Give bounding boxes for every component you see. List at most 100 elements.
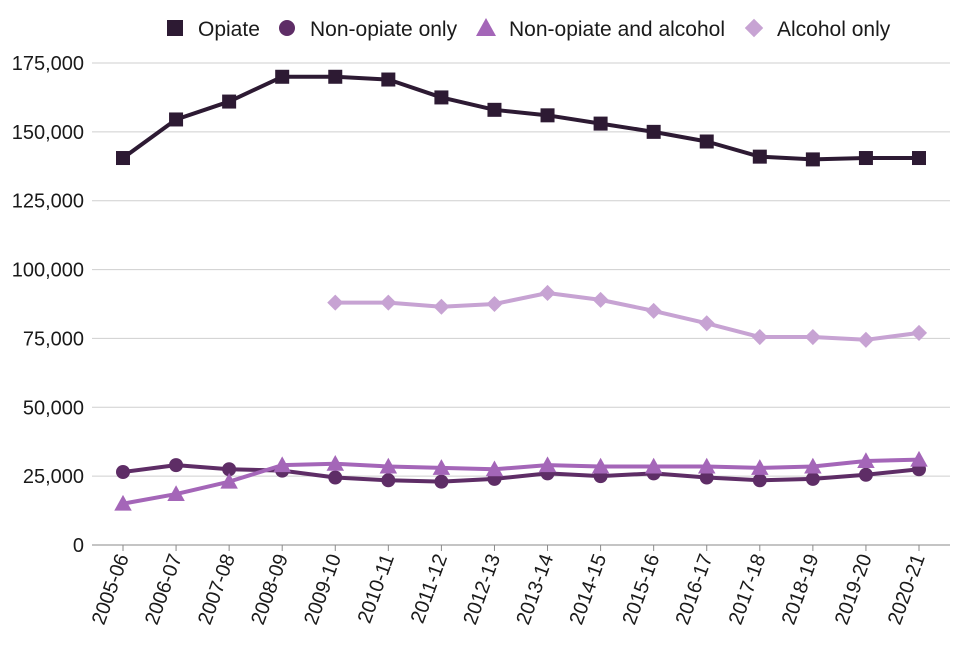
series-opiate [116,69,926,167]
x-tick-label: 2013-14 [512,551,558,628]
y-tick-label: 150,000 [12,122,84,144]
data-point [434,90,449,105]
data-point [167,485,185,502]
data-point [858,467,873,482]
data-point [381,473,396,488]
data-point [698,315,715,332]
gridlines [92,62,950,546]
x-tick-label: 2016-17 [672,551,718,628]
data-point [804,329,821,346]
data-point [751,459,769,475]
x-tick-label: 2018-19 [778,551,824,628]
data-point [644,457,663,474]
data-point [116,465,130,480]
legend-label: Non-opiate only [310,18,458,41]
data-point [538,456,557,473]
y-tick-label: 125,000 [12,191,84,213]
data-point [326,454,345,471]
data-point [328,470,343,485]
x-tick-label: 2007-08 [194,551,240,628]
y-tick-label: 100,000 [12,260,84,282]
legend-item: Alcohol only [744,18,891,41]
series-group [114,69,928,511]
data-point [327,294,344,311]
data-point [805,471,820,486]
data-point [220,472,238,489]
series-non-opiate-and-alcohol [114,450,928,511]
legend-label: Non-opiate and alcohol [509,18,725,41]
legend-item: Opiate [167,18,260,41]
data-point [539,284,556,302]
data-point [222,462,237,477]
x-tick-label: 2017-18 [725,551,771,628]
data-point [540,108,555,123]
data-point [275,69,290,84]
x-tick-label: 2020-21 [884,551,930,628]
data-point [328,69,343,84]
data-point [751,329,768,346]
data-point [699,470,714,485]
data-point [804,457,822,474]
series-line [335,290,920,342]
data-point [432,459,451,475]
y-tick-label: 175,000 [12,53,84,75]
data-point [434,474,449,489]
legend-label: Opiate [198,18,260,41]
y-tick-label: 25,000 [23,466,84,488]
data-point [273,456,291,473]
series-line [122,463,920,484]
legend-marker [744,18,764,38]
data-point [116,151,130,166]
data-point [486,295,503,313]
data-point [433,298,450,315]
legend-marker [279,20,295,36]
y-tick-label: 75,000 [23,328,84,350]
y-tick-label: 50,000 [23,397,84,419]
data-point [805,152,820,167]
data-point [857,331,874,348]
data-point [114,494,132,511]
data-point [593,116,608,131]
x-tick-label: 2010-11 [354,551,399,626]
series-line [122,457,920,506]
series-line [121,74,919,162]
data-point [487,102,502,117]
series-alcohol-only [327,284,928,348]
data-point [381,72,396,87]
data-point [910,324,928,341]
data-point [910,450,928,467]
x-tick-label: 2009-10 [300,551,346,628]
legend-marker [476,18,496,36]
x-tick-label: 2019-20 [831,551,877,628]
x-tick-label: 2006-07 [141,551,187,628]
data-point [379,457,398,474]
data-point [697,457,716,474]
data-point [222,94,237,109]
data-point [699,134,714,149]
legend-label: Alcohol only [777,18,891,41]
x-tick-label: 2014-15 [566,551,612,628]
data-point [591,457,610,474]
data-point [858,151,873,166]
legend: Opiate Non-opiate only Non-opiate and alco… [167,18,891,41]
y-tick-label: 0 [73,535,84,557]
data-point [752,473,767,488]
data-point [592,291,609,308]
data-point [380,294,397,311]
data-point [169,458,184,473]
data-point [169,112,184,127]
x-tick-label: 2012-13 [459,551,505,628]
x-tick-label: 2008-09 [247,551,293,628]
data-point [912,151,926,166]
x-tick-label: 2005-06 [88,551,134,628]
data-point [857,452,875,468]
x-tick-label: 2011-12 [407,551,452,626]
data-point [646,124,661,139]
x-tick-label: 2015-16 [619,551,665,628]
data-point [645,302,662,319]
legend-marker [167,20,183,36]
legend-item: Non-opiate and alcohol [476,18,725,41]
legend-item: Non-opiate only [279,18,458,41]
